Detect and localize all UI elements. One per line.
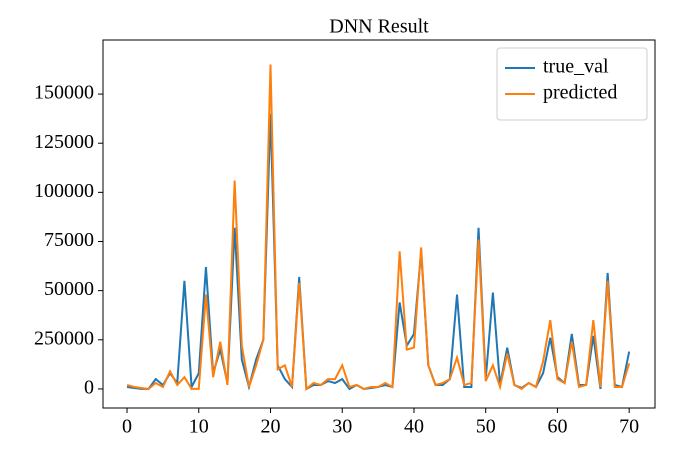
legend-box [496,47,648,121]
x-tick-label: 0 [122,416,132,438]
y-tick-label: 0 [84,377,94,399]
x-tick-label: 20 [261,416,281,438]
legend-label: true_val [543,56,609,78]
y-tick-label: 125000 [34,131,94,153]
x-tick-label: 30 [332,416,352,438]
y-tick-label: 75000 [44,229,94,251]
y-tick-label: 100000 [34,180,94,202]
x-tick-label: 70 [619,416,639,438]
y-tick-label: 50000 [44,278,94,300]
series-line [126,64,631,391]
chart-title: DNN Result [329,16,429,38]
legend-label: predicted [543,82,617,104]
x-tick-label: 50 [476,416,496,438]
x-tick-label: 60 [547,416,567,438]
plot-frame [102,39,656,409]
x-tick-label: 40 [404,416,424,438]
y-tick-label: 150000 [34,82,94,104]
x-tick-label: 10 [189,416,209,438]
y-tick-label: 250000 [34,327,94,349]
